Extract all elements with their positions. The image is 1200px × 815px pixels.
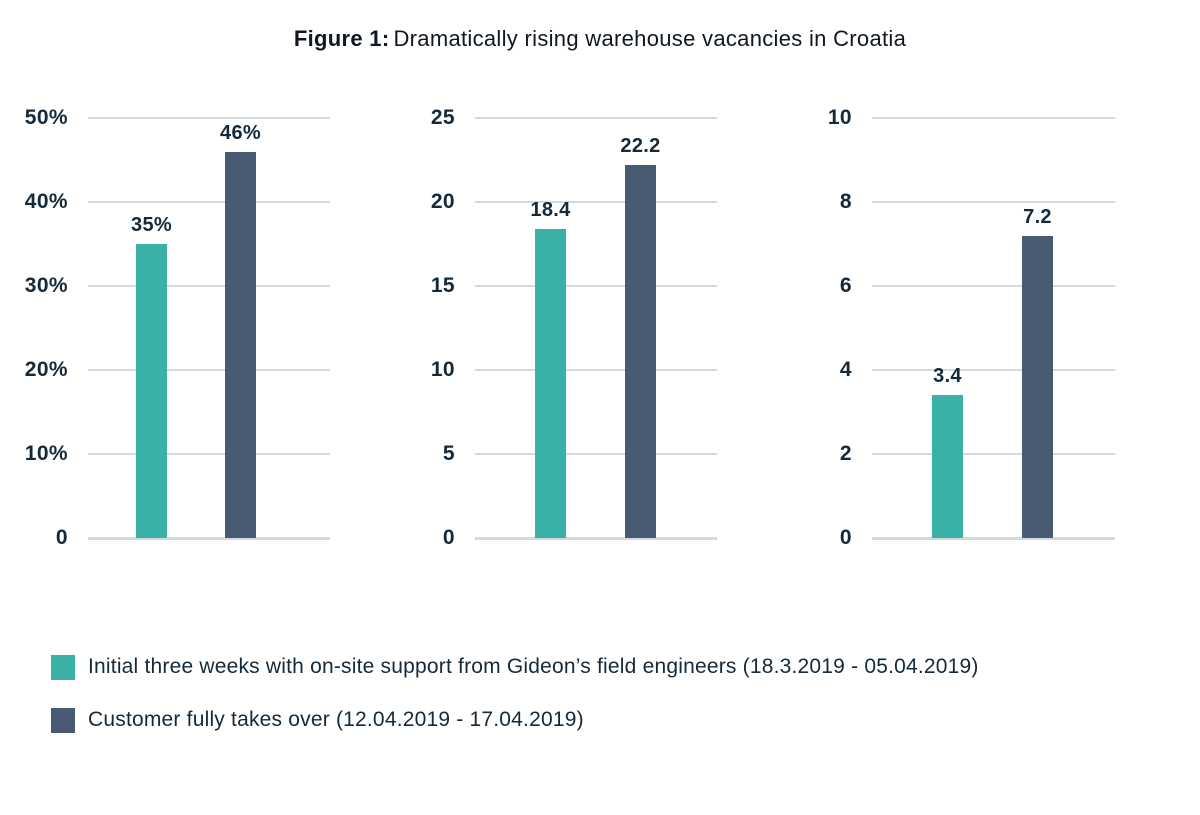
bar-series-0 (932, 395, 963, 538)
y-axis-tick-label: 6 (839, 274, 852, 297)
y-axis-tick-label: 0 (839, 526, 852, 549)
legend-label-initial-weeks: Initial three weeks with on-site support… (88, 655, 979, 678)
bar-value-label: 22.2 (620, 135, 661, 158)
gridline (475, 369, 717, 371)
y-axis-tick-label: 10 (827, 106, 852, 129)
legend-item-customer-takeover: Customer fully takes over (12.04.2019 - … (51, 707, 584, 733)
legend-swatch-slate (51, 707, 75, 733)
y-axis-tick-label: 40% (24, 190, 68, 213)
y-axis-tick-label: 4 (839, 358, 852, 381)
bar-series-0 (136, 244, 167, 538)
gridline (88, 537, 330, 540)
y-axis-tick-label: 20% (24, 358, 68, 381)
legend-label-customer-takeover: Customer fully takes over (12.04.2019 - … (88, 708, 584, 731)
y-axis-tick-label: 20 (430, 190, 455, 213)
gridline (475, 201, 717, 203)
gridline (475, 537, 717, 540)
gridline (88, 201, 330, 203)
y-axis-tick-label: 5 (442, 442, 455, 465)
gridline (872, 117, 1115, 119)
y-axis-tick-label: 50% (24, 106, 68, 129)
gridline (475, 285, 717, 287)
bar-series-1 (225, 151, 256, 538)
y-axis-tick-label: 0 (55, 526, 68, 549)
gridline (88, 453, 330, 455)
bar-series-1 (625, 165, 656, 538)
gridline (88, 285, 330, 287)
bar-value-label: 7.2 (1023, 205, 1052, 228)
bar-value-label: 18.4 (530, 198, 571, 221)
gridline (872, 453, 1115, 455)
y-axis-tick-label: 0 (442, 526, 455, 549)
gridline (88, 117, 330, 119)
gridline (872, 201, 1115, 203)
bar-value-label: 46% (220, 121, 261, 144)
y-axis-tick-label: 15 (430, 274, 455, 297)
gridline (872, 369, 1115, 371)
y-axis-tick-label: 10 (430, 358, 455, 381)
figure-title: Figure 1: Dramatically rising warehouse v… (0, 26, 1200, 52)
gridline (475, 453, 717, 455)
gridline (872, 537, 1115, 540)
figure-caption-text: Dramatically rising warehouse vacancies … (393, 26, 907, 51)
bar-series-1 (1022, 235, 1053, 538)
y-axis-tick-label: 10% (24, 442, 68, 465)
gridline (88, 369, 330, 371)
y-axis-tick-label: 2 (839, 442, 852, 465)
gridline (872, 285, 1115, 287)
bar-series-0 (535, 228, 566, 538)
legend-item-initial-weeks: Initial three weeks with on-site support… (51, 654, 979, 680)
figure-number-label: Figure 1: (293, 26, 390, 51)
bar-value-label: 35% (131, 214, 172, 236)
legend-swatch-teal (51, 654, 75, 680)
y-axis-tick-label: 8 (839, 190, 852, 213)
y-axis-tick-label: 25 (430, 106, 455, 129)
y-axis-tick-label: 30% (24, 274, 68, 297)
gridline (475, 117, 717, 119)
bar-value-label: 3.4 (933, 365, 962, 388)
